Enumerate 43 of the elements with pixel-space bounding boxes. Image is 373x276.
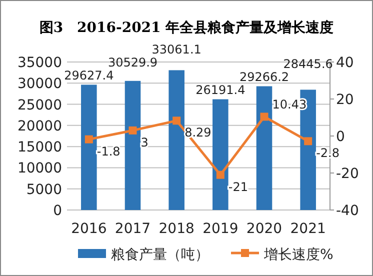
point — [172, 116, 181, 125]
x-tick-label: 2020 — [246, 221, 282, 237]
y-tick-label: 15000 — [17, 140, 62, 156]
bar — [256, 86, 272, 210]
y2-tick-label: -40 — [336, 203, 359, 219]
bar — [168, 70, 184, 210]
data-label: 29266.2 — [239, 70, 290, 84]
point — [304, 137, 312, 146]
data-label: -21 — [228, 180, 248, 194]
point — [216, 170, 224, 179]
data-label: -1.8 — [96, 144, 120, 158]
y2-tick-label: 40 — [336, 55, 354, 71]
data-label: 26191.4 — [196, 83, 246, 98]
y-tick-label: 5000 — [26, 182, 62, 198]
data-label: 28445.6 — [283, 57, 333, 72]
x-tick-label: 2021 — [290, 221, 326, 237]
y-tick-label: 20000 — [17, 118, 62, 134]
bar — [212, 99, 228, 210]
x-tick-label: 2018 — [158, 221, 194, 237]
x-tick-label: 2017 — [114, 221, 151, 237]
y-tick-label: 35000 — [17, 55, 62, 71]
data-label: 30529.9 — [108, 56, 158, 70]
y-tick-label: 10000 — [17, 160, 62, 177]
x-tick-label: 2019 — [202, 221, 238, 237]
y-tick-label: 25000 — [17, 97, 62, 114]
y-tick-label: 0 — [53, 203, 62, 219]
data-label: -2.8 — [316, 146, 340, 160]
bar — [81, 84, 97, 210]
y2-tick-label: 0 — [336, 129, 345, 145]
point — [84, 135, 93, 144]
bar — [124, 80, 141, 210]
y-tick-label: 30000 — [17, 76, 62, 92]
y2-tick-label: -20 — [336, 166, 359, 182]
data-label: 29627.4 — [64, 68, 114, 83]
chart-title: 图3 2016-2021 年全县粮食产量及增长速度 — [39, 19, 334, 36]
legend-label: 增长速度% — [263, 247, 334, 263]
point — [128, 126, 137, 134]
y2-tick-label: 20 — [336, 92, 354, 108]
x-tick-label: 2016 — [71, 221, 107, 237]
data-label: 33061.1 — [152, 42, 202, 57]
point — [260, 112, 268, 121]
legend-label: 粮食产量（吨） — [111, 247, 209, 263]
data-label: 3 — [140, 135, 148, 150]
